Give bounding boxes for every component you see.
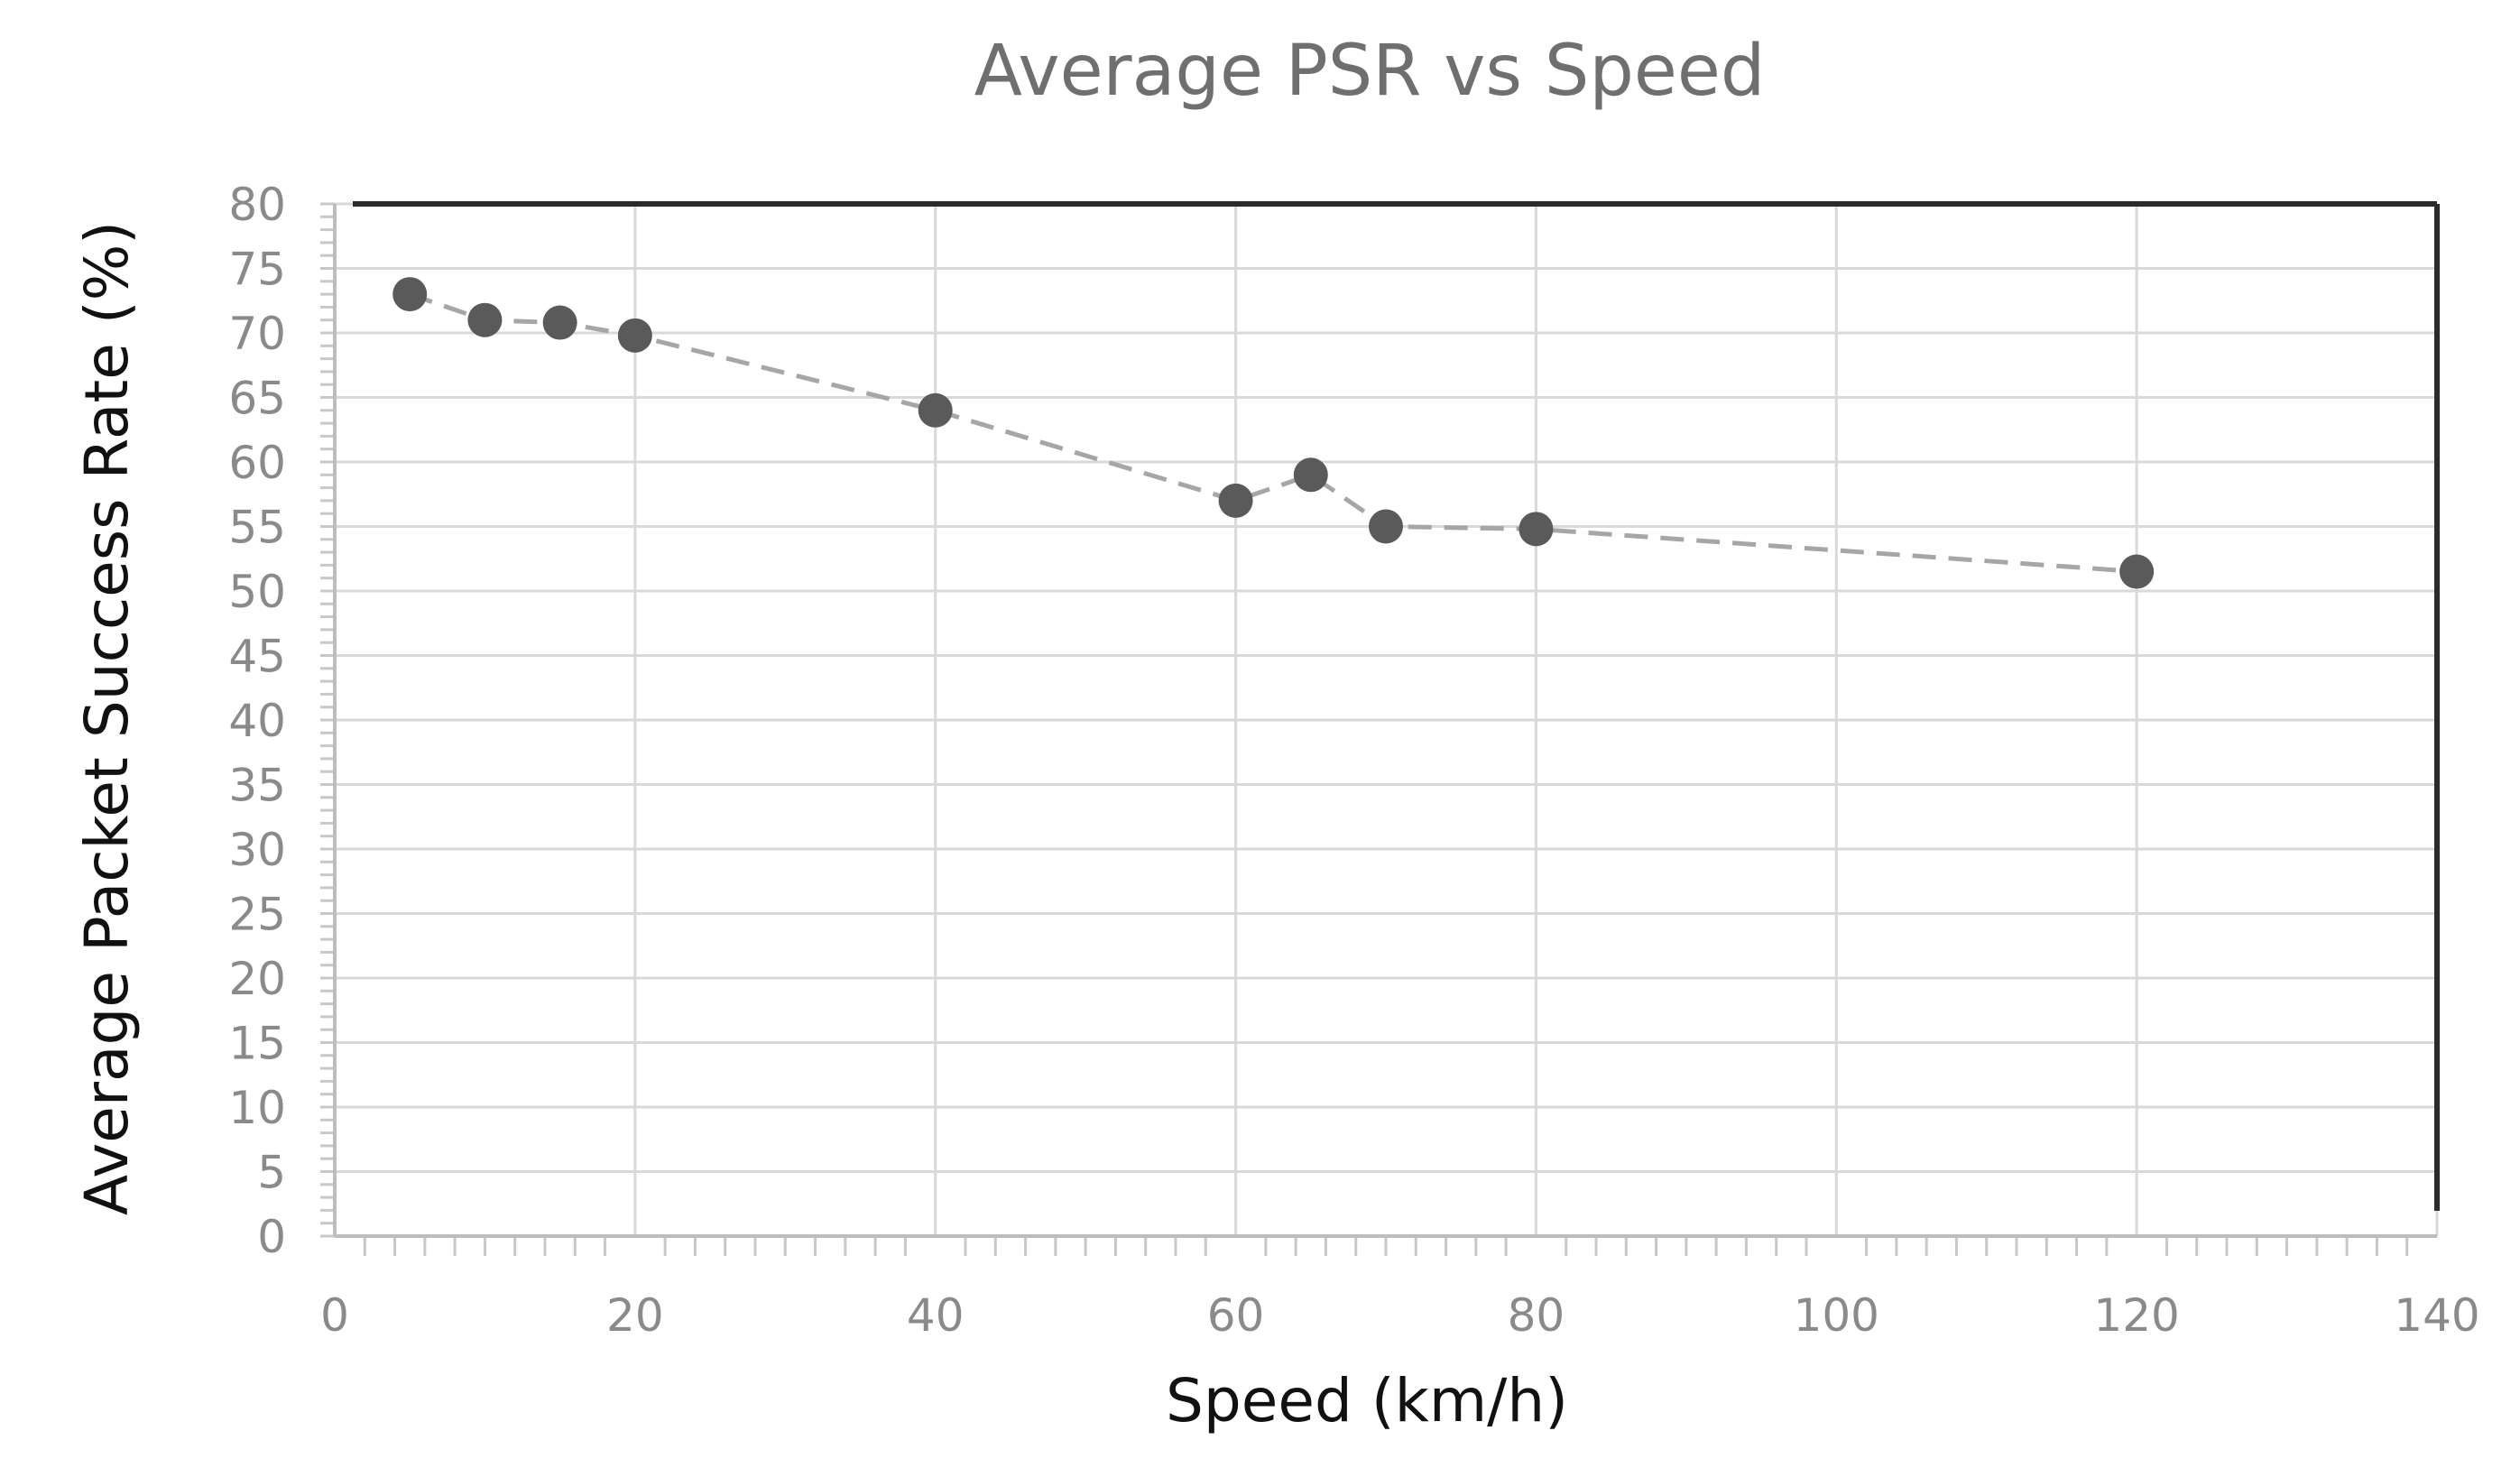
y-tick-label: 20 [228,953,286,1005]
tick-marks [320,202,2409,1256]
y-tick-label: 65 [228,373,286,425]
y-tick-label: 70 [228,308,286,360]
y-tick-label: 45 [228,631,286,683]
y-tick-label: 55 [228,502,286,554]
y-tick-label: 5 [257,1147,286,1199]
y-tick-label: 50 [228,566,286,618]
y-tick-label: 75 [228,244,286,296]
series-line [409,291,2137,574]
data-point [467,302,503,337]
y-tick-label: 25 [228,889,286,941]
y-tick-label: 15 [228,1018,286,1070]
y-tick-label: 35 [228,760,286,812]
y-tick-label: 60 [228,437,286,489]
data-point [1369,509,1403,544]
data-point [918,392,953,428]
x-tick-label: 120 [2093,1289,2179,1342]
y-tick-label: 40 [228,695,286,747]
data-point [392,277,428,312]
grid-layer [333,202,2439,1238]
x-axis-label: Speed (km/h) [1166,1366,1568,1435]
tick-labels: 0 5 10 15 20 25 30 35 40 45 50 55 60 65 70 75 80 0 20 40 60 8… [228,179,2479,1342]
x-tick-label: 0 [320,1289,349,1342]
data-point [1218,483,1253,518]
data-point [1293,457,1328,493]
chart-title: Average PSR vs Speed [974,31,1766,112]
y-tick-label: 80 [228,179,286,231]
y-axis-label: Average Packet Success Rate (%) [72,221,142,1215]
data-point [2119,554,2155,589]
data-point [617,318,652,353]
x-tick-label: 140 [2394,1289,2479,1342]
x-tick-label: 100 [1794,1289,1879,1342]
y-tick-label: 10 [228,1082,286,1134]
x-tick-label: 80 [1508,1289,1565,1342]
y-tick-label: 30 [228,824,286,876]
data-point [542,305,577,340]
x-tick-label: 20 [606,1289,664,1342]
plot-frame [333,201,2440,1238]
data-series [392,277,2155,589]
x-tick-label: 40 [907,1289,965,1342]
x-tick-label: 60 [1207,1289,1265,1342]
y-tick-label: 0 [257,1211,286,1263]
data-point [1518,512,1554,547]
